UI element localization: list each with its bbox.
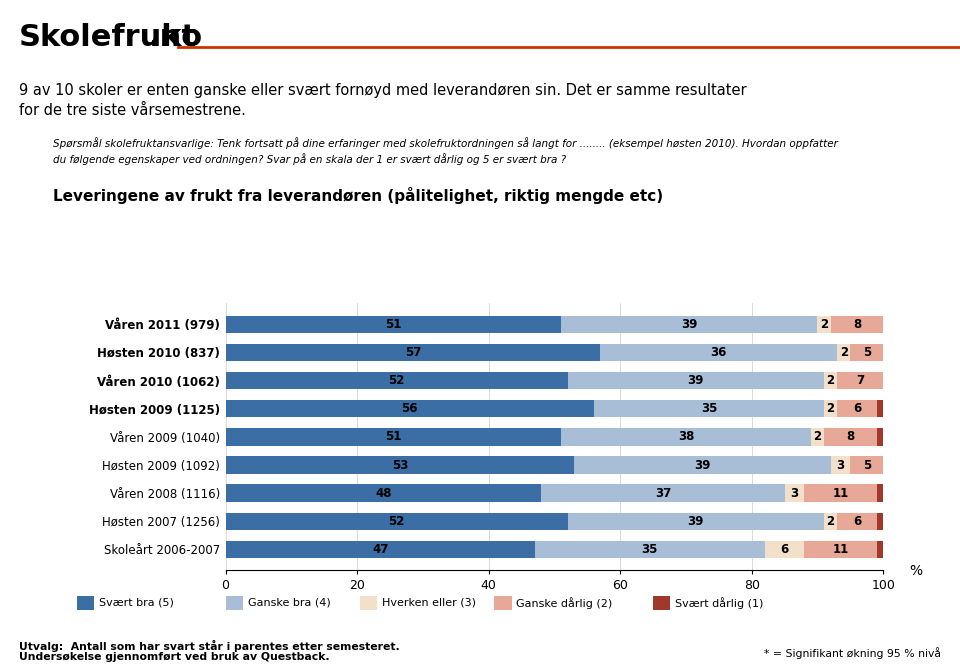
Bar — [818, 315, 830, 333]
Text: 2: 2 — [820, 318, 828, 331]
Bar — [561, 428, 811, 446]
Bar — [226, 456, 574, 474]
Text: 35: 35 — [641, 543, 658, 556]
Text: 11: 11 — [832, 487, 849, 500]
Text: 36: 36 — [710, 346, 727, 359]
Bar — [830, 315, 883, 333]
Text: 3: 3 — [836, 458, 845, 472]
Text: .no: .no — [149, 23, 203, 52]
Text: 5: 5 — [863, 346, 871, 359]
Text: Spørsmål skolefruktansvarlige: Tenk fortsatt på dine erfaringer med skolefruktor: Spørsmål skolefruktansvarlige: Tenk fort… — [53, 137, 838, 165]
Bar — [226, 344, 600, 362]
Text: %: % — [909, 564, 923, 578]
Text: 2: 2 — [827, 515, 834, 528]
Bar — [851, 456, 883, 474]
Text: 52: 52 — [389, 374, 405, 387]
Bar — [226, 372, 567, 390]
Bar — [876, 428, 883, 446]
Bar — [226, 315, 561, 333]
Text: * = Signifikant økning 95 % nivå: * = Signifikant økning 95 % nivå — [764, 647, 941, 659]
Bar — [824, 428, 876, 446]
Text: 2: 2 — [840, 346, 848, 359]
Bar — [830, 456, 851, 474]
Text: 52: 52 — [389, 515, 405, 528]
Bar — [876, 484, 883, 502]
Text: 5: 5 — [863, 458, 871, 472]
Bar — [226, 512, 567, 530]
Bar — [837, 344, 851, 362]
Text: Undersøkelse gjennomført ved bruk av Questback.: Undersøkelse gjennomført ved bruk av Que… — [19, 652, 330, 662]
Text: 39: 39 — [681, 318, 697, 331]
Text: for de tre siste vårsemestrene.: for de tre siste vårsemestrene. — [19, 103, 246, 118]
Bar — [876, 400, 883, 418]
Text: Skolefrukt: Skolefrukt — [19, 23, 198, 52]
Text: 35: 35 — [701, 402, 717, 416]
Text: 48: 48 — [375, 487, 392, 500]
Bar — [876, 541, 883, 558]
Text: 51: 51 — [385, 430, 401, 444]
Bar — [784, 484, 804, 502]
Text: 11: 11 — [832, 543, 849, 556]
Bar — [567, 372, 824, 390]
Bar — [226, 400, 594, 418]
Bar — [824, 400, 837, 418]
Bar — [535, 541, 765, 558]
Text: 53: 53 — [392, 458, 408, 472]
Text: Utvalg:  Antall som har svart står i parentes etter semesteret.: Utvalg: Antall som har svart står i pare… — [19, 640, 400, 652]
Text: 39: 39 — [687, 374, 704, 387]
Text: 6: 6 — [780, 543, 789, 556]
Text: Ganske dårlig (2): Ganske dårlig (2) — [516, 597, 612, 609]
Bar — [824, 512, 837, 530]
Text: 2: 2 — [813, 430, 822, 444]
Text: 2: 2 — [827, 374, 834, 387]
Text: 38: 38 — [678, 430, 694, 444]
Bar — [811, 428, 824, 446]
Text: Leveringene av frukt fra leverandøren (pålitelighet, riktig mengde etc): Leveringene av frukt fra leverandøren (p… — [53, 187, 663, 203]
Bar — [574, 456, 830, 474]
Bar — [824, 372, 837, 390]
Text: 2: 2 — [827, 402, 834, 416]
Bar — [561, 315, 818, 333]
Text: Svært dårlig (1): Svært dårlig (1) — [675, 597, 763, 609]
Bar — [804, 541, 876, 558]
Text: 6: 6 — [852, 402, 861, 416]
Text: 7: 7 — [856, 374, 864, 387]
Bar — [837, 400, 876, 418]
Text: 57: 57 — [405, 346, 421, 359]
Text: 39: 39 — [694, 458, 710, 472]
Bar — [804, 484, 876, 502]
Bar — [876, 512, 883, 530]
Bar — [226, 428, 561, 446]
Text: 8: 8 — [846, 430, 854, 444]
Text: 39: 39 — [687, 515, 704, 528]
Text: Hverken eller (3): Hverken eller (3) — [382, 598, 476, 608]
Text: 37: 37 — [655, 487, 671, 500]
Bar — [837, 372, 883, 390]
Bar — [851, 344, 883, 362]
Bar — [226, 484, 541, 502]
Text: 8: 8 — [852, 318, 861, 331]
Bar — [226, 541, 535, 558]
Bar — [594, 400, 824, 418]
Bar — [600, 344, 837, 362]
Bar — [541, 484, 784, 502]
Text: Ganske bra (4): Ganske bra (4) — [248, 598, 330, 608]
Bar — [567, 512, 824, 530]
Text: 56: 56 — [401, 402, 418, 416]
Text: 9 av 10 skoler er enten ganske eller svært fornøyd med leverandøren sin. Det er : 9 av 10 skoler er enten ganske eller svæ… — [19, 83, 747, 98]
Text: 47: 47 — [372, 543, 389, 556]
Bar — [837, 512, 876, 530]
Text: 3: 3 — [790, 487, 799, 500]
Text: Svært bra (5): Svært bra (5) — [99, 598, 174, 608]
Text: 51: 51 — [385, 318, 401, 331]
Text: 6: 6 — [852, 515, 861, 528]
Bar — [765, 541, 804, 558]
